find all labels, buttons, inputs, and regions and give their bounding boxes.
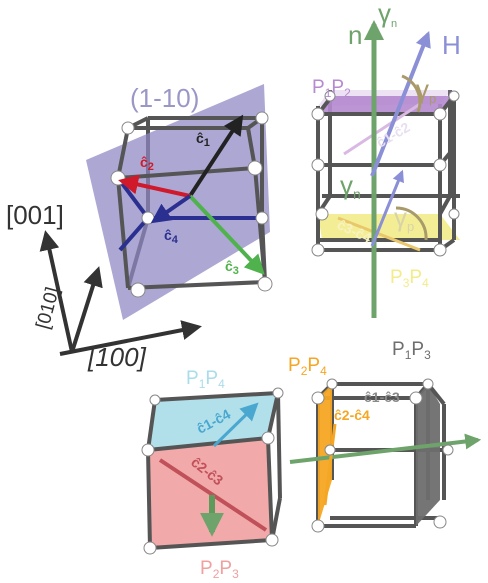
label-gamma-n-lower: γn — [340, 170, 361, 202]
label-p2p3: P2P3 — [200, 558, 239, 581]
label-gamma-p: γp — [416, 74, 436, 106]
label-gamma-p-lower: γp — [394, 202, 414, 234]
label-c2: ĉ2 — [140, 154, 154, 173]
plane-p2p4 — [318, 384, 332, 526]
vector-c3 — [188, 194, 265, 275]
field-vector-H-lower — [370, 169, 404, 247]
axis-label-100: [100] — [87, 342, 147, 372]
label-H: H — [442, 30, 461, 60]
label-c1: ĉ1 — [196, 130, 210, 149]
field-vector-H — [370, 31, 431, 177]
angle-gamma-p — [401, 74, 422, 113]
unit-cell-right — [311, 20, 460, 318]
axis-label-010: [010] — [33, 285, 64, 331]
vector-c1c2 — [343, 102, 421, 156]
label-p1p3: P1P3 — [392, 339, 431, 362]
label-n: n — [348, 20, 362, 50]
vector-c2 — [118, 174, 191, 198]
vector-c2c4 — [323, 423, 337, 506]
label-c3: ĉ3 — [225, 258, 239, 277]
label-p2p4: P2P4 — [288, 355, 327, 378]
plane-p1p3 — [416, 384, 440, 526]
axis-label-001: [001] — [6, 200, 64, 230]
label-c4: ĉ4 — [164, 227, 179, 246]
vector-c3c4 — [337, 216, 421, 252]
unit-cell-bottom-left — [141, 387, 284, 555]
plane-label: (1-10) — [130, 83, 199, 113]
label-gamma-n: γn — [378, 0, 397, 30]
angle-gamma-p-lower — [395, 206, 428, 241]
unit-cell-left — [86, 84, 273, 320]
normal-arrow-bottom-right — [289, 433, 482, 464]
label-p1p2: P1P2 — [312, 77, 351, 100]
axis-001 — [39, 230, 74, 353]
coordinate-axes — [39, 230, 202, 356]
vector-c1 — [188, 114, 244, 198]
axis-010 — [70, 266, 103, 353]
label-p1p4: P1P4 — [186, 368, 225, 391]
label-c1c3: ĉ1-ĉ3 — [364, 389, 400, 405]
vector-c1c4 — [212, 402, 259, 448]
vector-c4 — [150, 194, 192, 224]
axis-100 — [59, 320, 202, 356]
unit-cell-bottom-right — [289, 378, 482, 533]
label-c2c4: ĉ2-ĉ4 — [334, 407, 370, 423]
label-p3p4: P3P4 — [390, 267, 429, 290]
